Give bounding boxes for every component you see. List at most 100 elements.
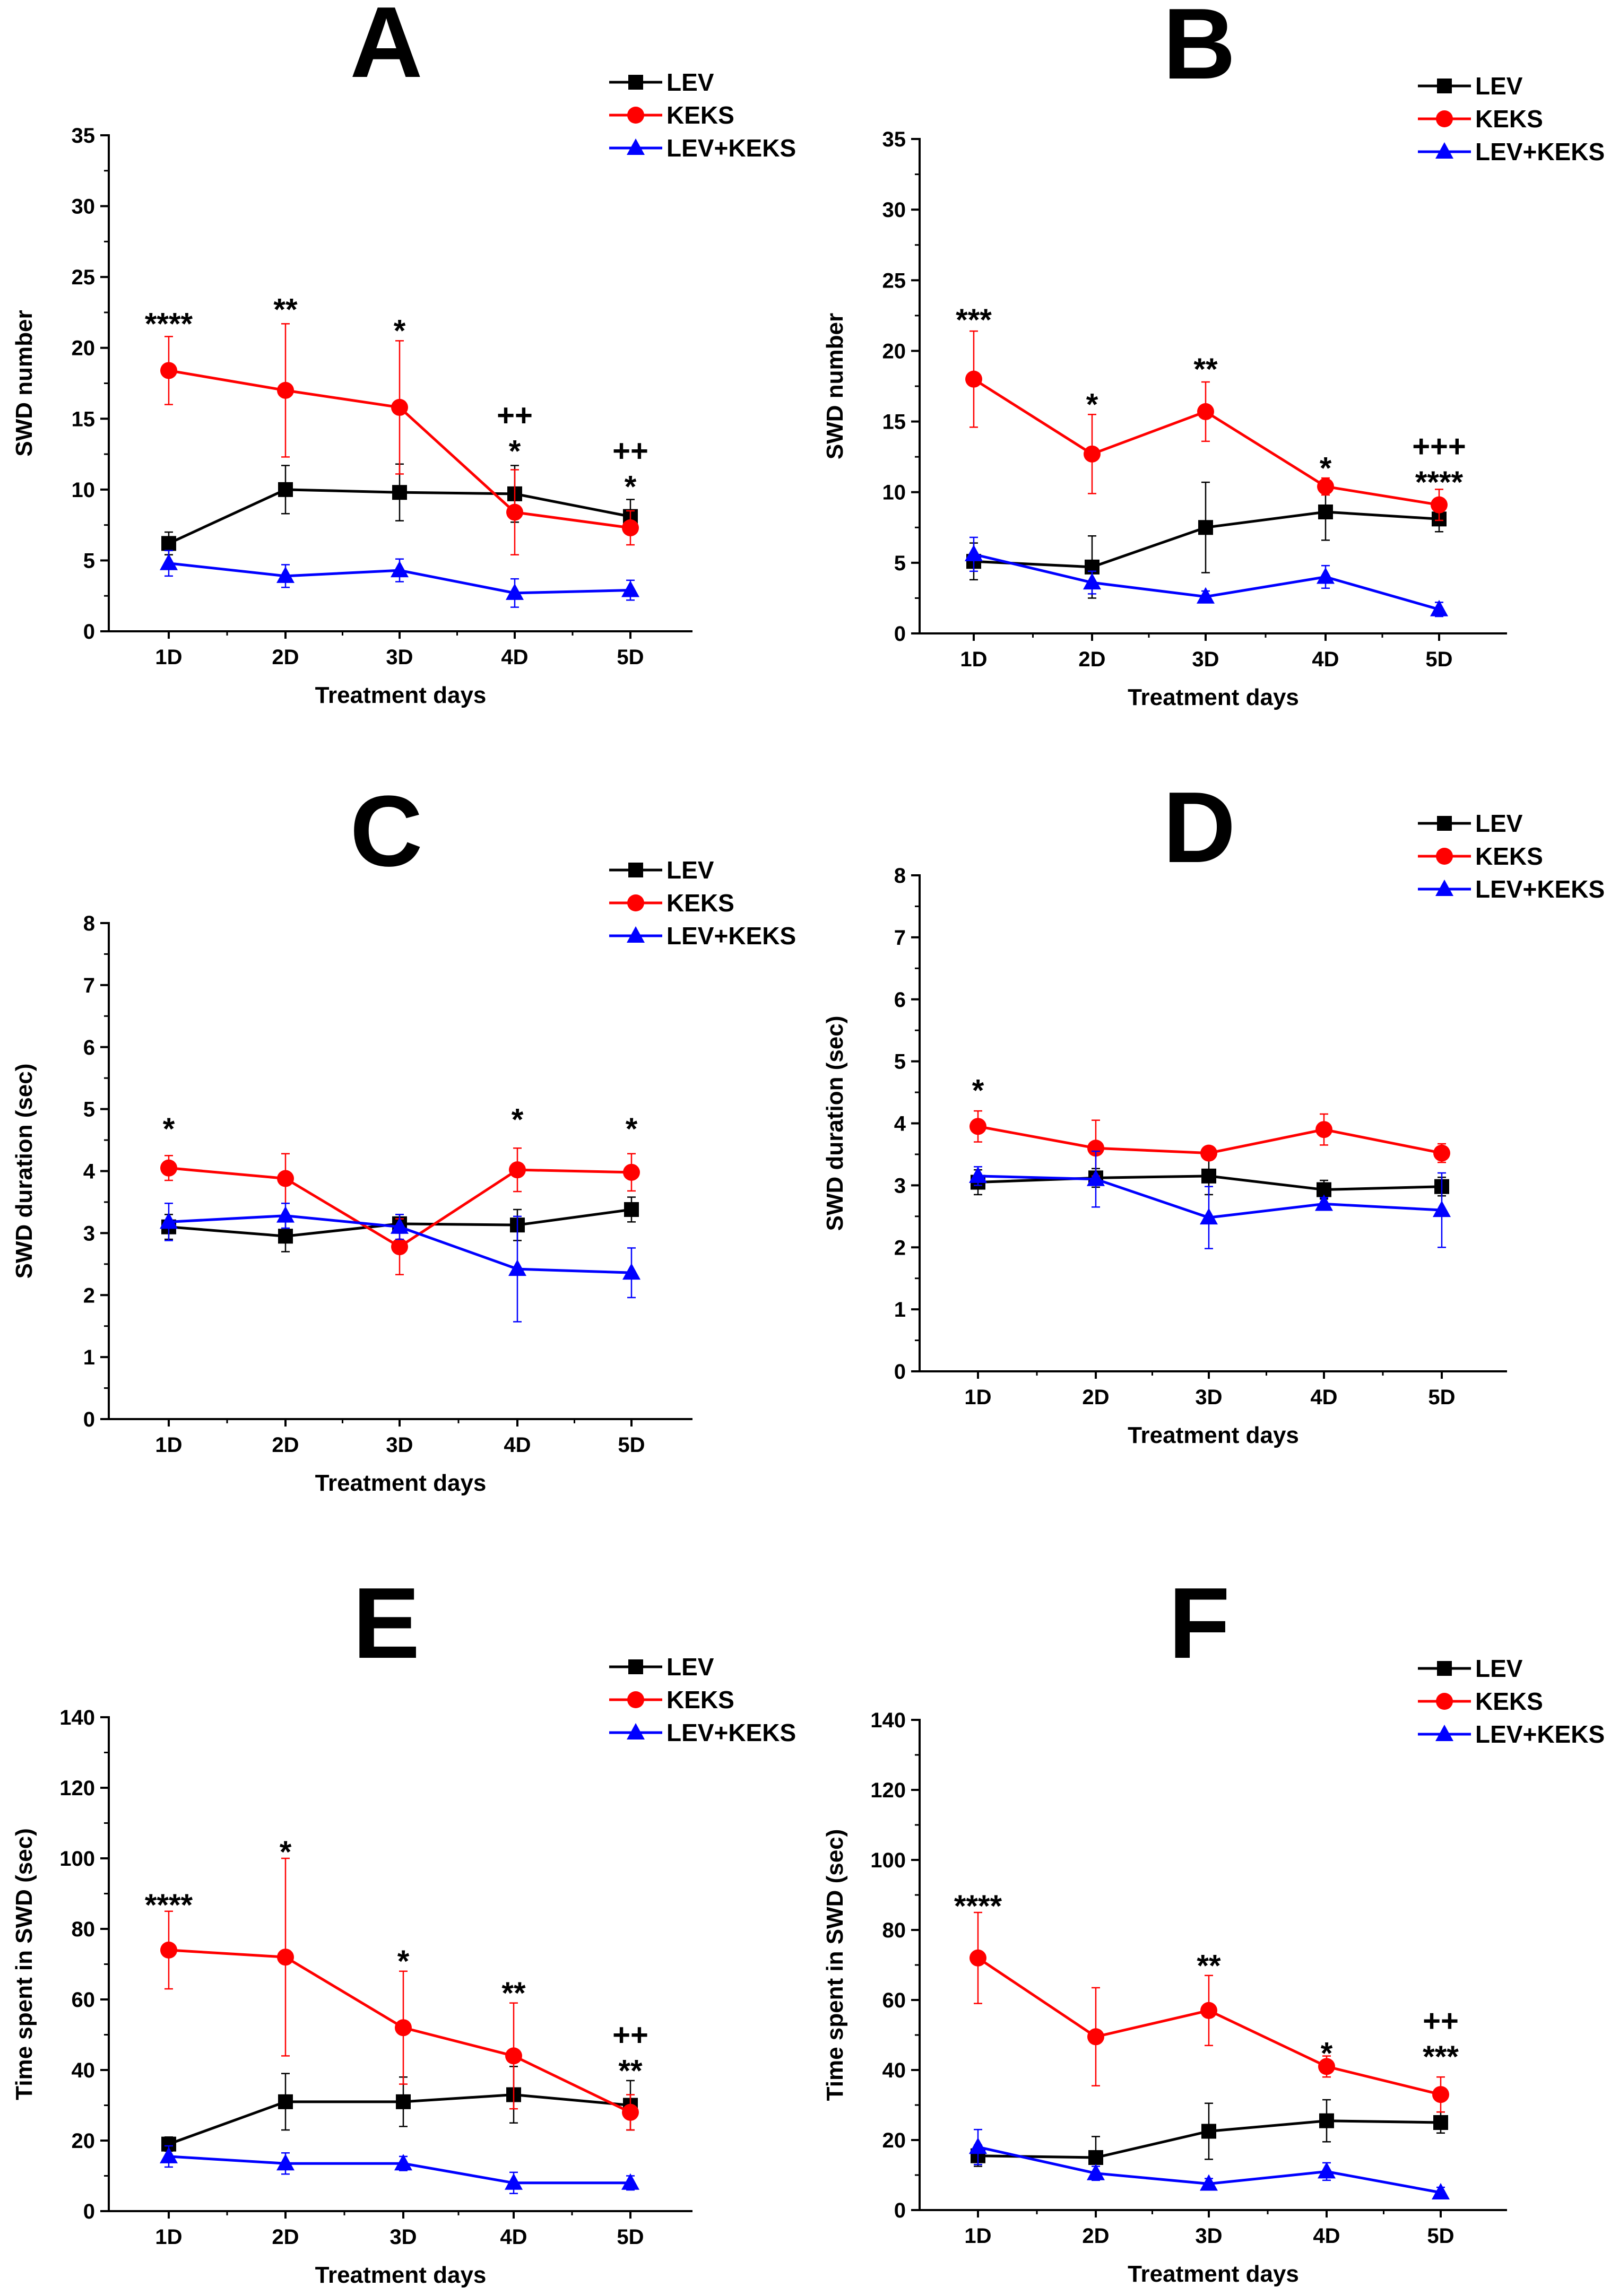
panel-letter: B: [1163, 0, 1235, 100]
y-tick-label: 120: [870, 1779, 906, 1802]
y-axis-title: Time spent in SWD (sec): [11, 1828, 37, 2100]
x-axis-title: Treatment days: [1128, 2261, 1299, 2287]
data-point: [1087, 1140, 1104, 1157]
x-axis-title: Treatment days: [1128, 1422, 1299, 1448]
data-point: [1318, 2058, 1335, 2075]
data-point: [621, 2173, 639, 2190]
data-point: [1200, 2174, 1218, 2191]
significance-label: *: [163, 1112, 175, 1146]
data-point: [1197, 403, 1214, 420]
data-point: [505, 2047, 522, 2065]
legend-label: LEV+KEKS: [666, 1719, 796, 1746]
y-tick-label: 20: [72, 2129, 96, 2153]
data-point: [392, 485, 407, 500]
data-point: [1318, 504, 1333, 519]
data-point: [1201, 1168, 1216, 1184]
data-point: [277, 1170, 294, 1187]
y-tick-label: 140: [870, 1709, 906, 1732]
legend-label: LEV: [666, 1653, 714, 1681]
y-tick-label: 80: [72, 1918, 96, 1941]
x-tick-label: 5D: [1425, 648, 1452, 671]
y-tick-label: 0: [894, 2199, 906, 2222]
data-point: [508, 1259, 526, 1276]
significance-label: *: [394, 314, 406, 349]
series-lev-keks: [160, 550, 639, 608]
significance-label: ****: [954, 1889, 1002, 1924]
y-tick-label: 1: [894, 1298, 906, 1321]
data-point: [622, 1263, 640, 1280]
x-tick-label: 3D: [1192, 648, 1219, 671]
legend-label: KEKS: [666, 889, 734, 917]
significance-label: *: [1086, 388, 1098, 422]
data-point: [161, 536, 176, 551]
data-point: [396, 2094, 411, 2109]
data-point: [395, 2019, 412, 2037]
legend-label: LEV: [1475, 72, 1523, 100]
legend-marker: [627, 1723, 645, 1740]
data-point: [1315, 1121, 1332, 1138]
x-tick-label: 3D: [1195, 1386, 1222, 1409]
legend-label: KEKS: [666, 101, 734, 129]
x-tick-label: 2D: [272, 646, 299, 669]
data-point: [509, 1161, 526, 1179]
data-point: [1317, 478, 1334, 495]
data-point: [1317, 567, 1335, 584]
series-keks: [160, 323, 639, 555]
legend-marker: [1435, 880, 1453, 896]
data-point: [391, 1238, 408, 1256]
chart-panel-a: A 0 5 10 15 20 25 30 35 1D 2D 3D 4D 5D Treatment days S…: [11, 0, 796, 708]
y-tick-label: 25: [882, 269, 906, 292]
x-tick-label: 5D: [1428, 1386, 1455, 1409]
data-point: [969, 2137, 987, 2154]
significance-label: ++: [612, 434, 648, 468]
significance-label: *: [1321, 2036, 1333, 2071]
data-point: [1433, 2115, 1448, 2130]
x-tick-label: 3D: [389, 2225, 417, 2249]
data-point: [505, 2173, 523, 2190]
y-tick-label: 100: [59, 1847, 95, 1871]
x-tick-label: 4D: [1312, 648, 1339, 671]
legend-marker: [1436, 1693, 1453, 1710]
y-tick-label: 0: [83, 620, 95, 643]
chart-panel-c: C 0 1 2 3 4 5 6 7 8 1D 2D 3D 4D 5D Treatment days SWD du…: [11, 775, 796, 1496]
data-point: [276, 1206, 295, 1223]
series-keks: [969, 1911, 1449, 2113]
chart-panel-f: F 0 20 40 60 80 100 120 140 1D 2D 3D 4D 5D Treatment d…: [822, 1567, 1605, 2287]
x-tick-label: 4D: [1310, 1386, 1337, 1409]
data-point: [1432, 2086, 1449, 2103]
significance-label: ++: [612, 2017, 648, 2052]
data-point: [276, 2154, 295, 2171]
significance-label: ++: [497, 398, 533, 433]
x-tick-label: 5D: [618, 1433, 645, 1457]
data-point: [621, 580, 639, 597]
data-point: [391, 1217, 409, 1234]
x-tick-label: 1D: [964, 2224, 991, 2248]
x-axis-title: Treatment days: [315, 682, 487, 708]
data-point: [623, 1163, 640, 1181]
y-tick-label: 80: [882, 1919, 906, 1942]
y-tick-label: 15: [882, 411, 906, 434]
data-point: [1087, 2163, 1105, 2180]
series-lev-keks: [160, 1203, 640, 1323]
data-point: [160, 1212, 178, 1229]
significance-label: *: [397, 1944, 410, 1979]
significance-label: **: [1193, 352, 1218, 387]
data-point: [965, 370, 982, 388]
x-tick-label: 1D: [960, 648, 987, 671]
panel-letter: F: [1168, 1567, 1230, 1680]
x-tick-label: 4D: [500, 2225, 527, 2249]
y-axis-title: Time spent in SWD (sec): [822, 1829, 848, 2101]
legend-label: LEV: [1475, 1655, 1523, 1682]
y-tick-label: 25: [72, 266, 96, 289]
data-point: [278, 2094, 293, 2109]
significance-label: ****: [1415, 465, 1464, 500]
legend-label: KEKS: [666, 1686, 734, 1714]
y-tick-label: 3: [83, 1222, 95, 1245]
legend-marker: [627, 138, 645, 155]
y-tick-label: 1: [83, 1346, 95, 1369]
data-point: [969, 1949, 986, 1967]
data-point: [506, 503, 523, 521]
legend-label: LEV+KEKS: [1475, 875, 1605, 903]
data-point: [1315, 1194, 1333, 1211]
